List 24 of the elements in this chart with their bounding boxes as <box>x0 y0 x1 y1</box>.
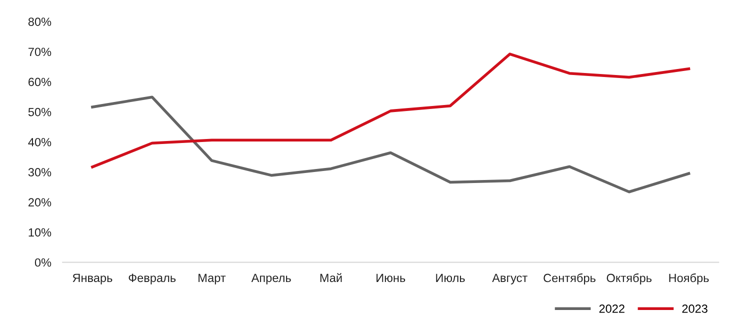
x-tick-label: Февраль <box>128 274 176 284</box>
x-tick-label: Июль <box>436 274 465 282</box>
x-tick-label: Октябрь <box>606 273 652 284</box>
x-tick-label: Март <box>198 274 226 284</box>
y-tick-label: 80% <box>28 18 52 26</box>
y-tick-label: 40% <box>28 138 52 146</box>
x-tick-label: Сентябрь <box>544 273 596 284</box>
line-series <box>91 52 690 168</box>
y-tick-label: 50% <box>28 108 52 116</box>
x-tick-label: Июнь <box>376 274 406 282</box>
y-tick-label: 30% <box>28 168 52 176</box>
x-tick-label: Ноябрь <box>669 273 709 284</box>
x-tick-label: Август <box>492 274 528 284</box>
y-tick-label: 0% <box>34 258 52 267</box>
y-tick-label: 10% <box>28 228 52 237</box>
x-tick-label: Май <box>320 273 342 282</box>
line-series <box>91 96 690 194</box>
y-tick-label: 70% <box>28 48 52 56</box>
legend-label: 2022 <box>599 304 624 313</box>
x-tick-label: Апрель <box>251 274 291 284</box>
y-tick-label: 20% <box>28 198 52 206</box>
legend-label: 2023 <box>682 304 708 313</box>
y-tick-label: 60% <box>28 78 52 86</box>
x-tick-label: Январь <box>72 274 112 284</box>
